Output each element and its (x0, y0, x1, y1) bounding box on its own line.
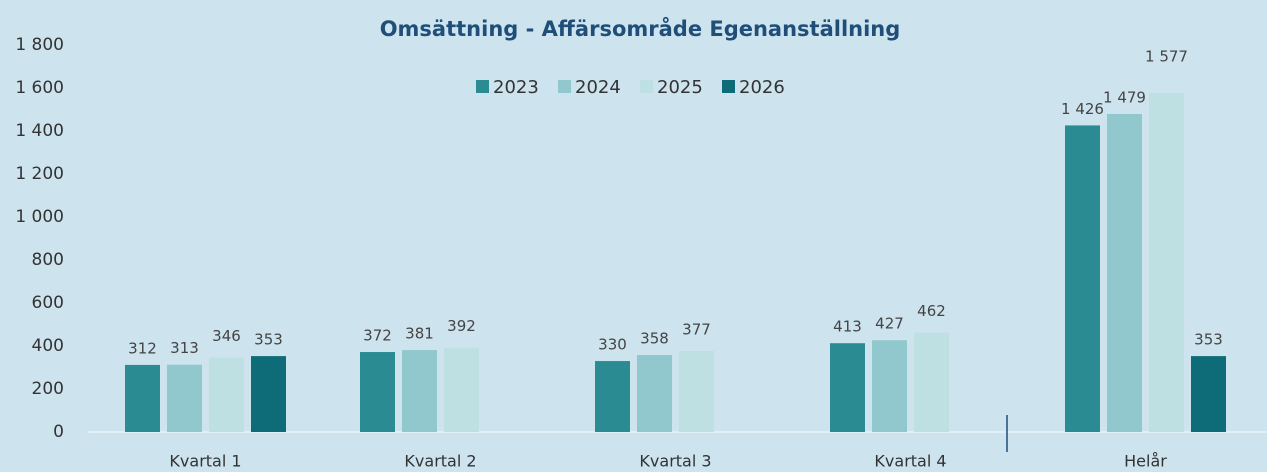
data-label: 381 (405, 325, 434, 343)
data-label: 462 (917, 302, 946, 320)
x-tick-label: Kvartal 3 (639, 452, 711, 471)
y-tick-label: 800 (32, 250, 64, 270)
x-tick-label: Helår (1124, 452, 1167, 471)
y-tick-label: 400 (32, 336, 64, 356)
y-tick-label: 1 200 (15, 164, 64, 184)
bar (914, 332, 949, 432)
bar (251, 356, 286, 432)
data-label: 353 (254, 331, 283, 349)
data-label: 313 (170, 339, 199, 357)
y-tick-label: 1 000 (15, 207, 64, 227)
bar (444, 347, 479, 432)
legend-label: 2024 (575, 77, 621, 98)
x-tick-label: Kvartal 4 (874, 452, 946, 471)
data-label: 377 (682, 320, 711, 338)
bar (830, 343, 865, 432)
data-label: 346 (212, 327, 241, 345)
y-tick-label: 600 (32, 293, 64, 313)
bar (872, 340, 907, 432)
bar (595, 361, 630, 432)
bar (209, 357, 244, 432)
legend-label: 2025 (657, 77, 703, 98)
x-tick-label: Kvartal 1 (169, 452, 241, 471)
y-tick-label: 0 (53, 422, 64, 442)
data-label: 392 (447, 317, 476, 335)
bar (167, 364, 202, 432)
bar (1191, 356, 1226, 432)
data-label: 358 (640, 330, 669, 348)
bar (360, 352, 395, 432)
bar (125, 364, 160, 432)
data-label: 330 (598, 336, 627, 354)
y-tick-label: 200 (32, 379, 64, 399)
legend-swatch (722, 80, 735, 93)
data-label: 1 479 (1103, 89, 1146, 107)
bar (1107, 114, 1142, 432)
legend-swatch (476, 80, 489, 93)
y-tick-label: 1 600 (15, 78, 64, 98)
legend-swatch (640, 80, 653, 93)
bar (1065, 125, 1100, 432)
legend-label: 2026 (739, 77, 785, 98)
bar (402, 350, 437, 432)
legend-swatch (558, 80, 571, 93)
bar (679, 350, 714, 432)
data-label: 1 426 (1061, 100, 1104, 118)
data-label: 312 (128, 339, 157, 357)
bar (1149, 92, 1184, 432)
y-tick-label: 1 800 (15, 35, 64, 55)
data-label: 1 577 (1145, 47, 1188, 65)
chart-title: Omsättning - Affärsområde Egenanställnin… (380, 16, 901, 41)
y-tick-label: 1 400 (15, 121, 64, 141)
legend-label: 2023 (493, 77, 539, 98)
data-label: 427 (875, 315, 904, 333)
data-label: 353 (1194, 331, 1223, 349)
bar (637, 355, 672, 432)
data-label: 372 (363, 327, 392, 345)
x-tick-label: Kvartal 2 (404, 452, 476, 471)
data-label: 413 (833, 318, 862, 336)
